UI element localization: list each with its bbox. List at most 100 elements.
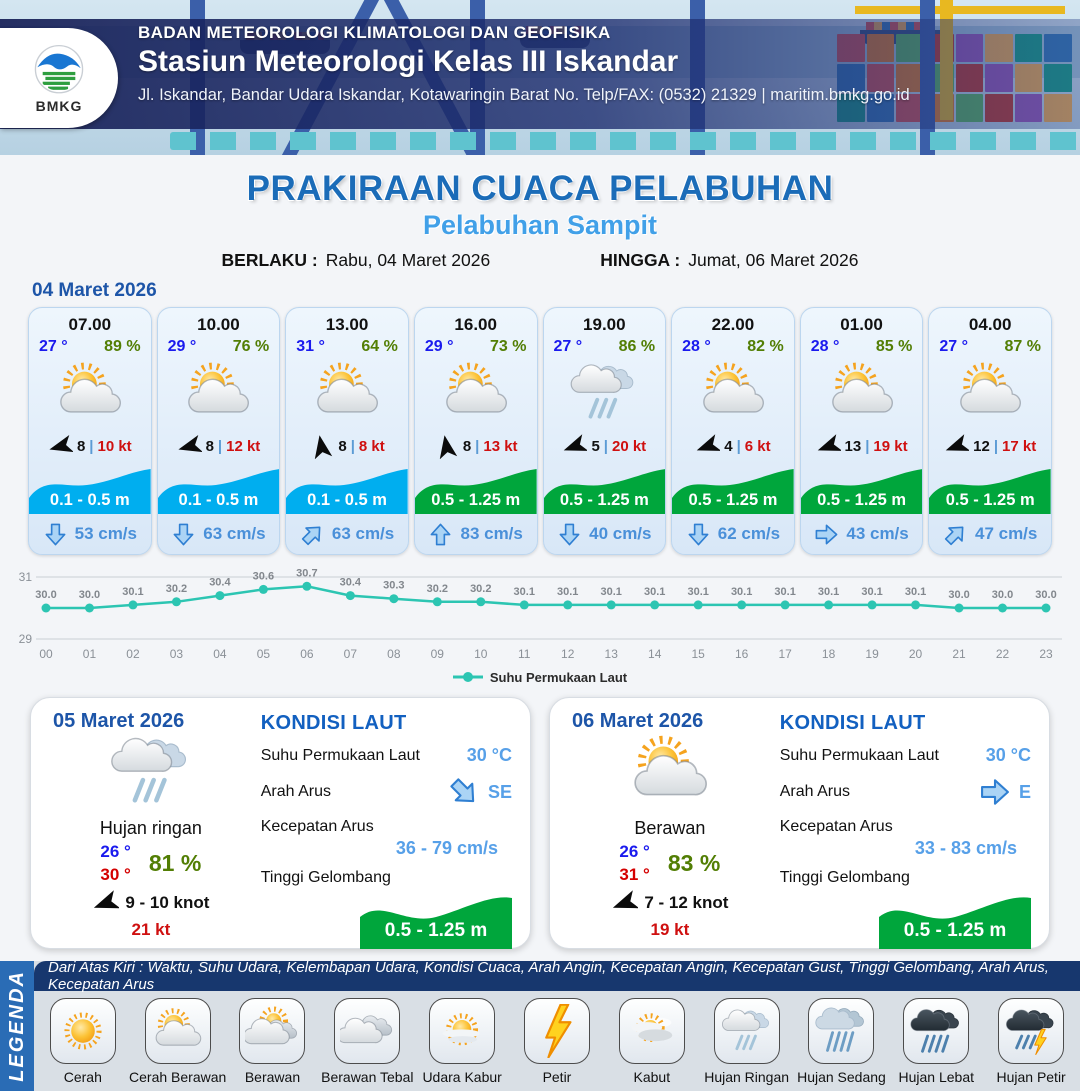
wave-height-row: Tinggi Gelombang xyxy=(261,869,512,887)
legend-item: Berawan xyxy=(226,998,318,1085)
petir-icon xyxy=(545,1004,572,1058)
sea-conditions-title: KONDISI LAUT xyxy=(260,712,407,734)
card-temp-humidity: 27 ° 86 % xyxy=(544,335,666,356)
wave-shape xyxy=(800,469,923,514)
panel-summary: 06 Maret 2026 Berawan 26 ° 31 ° 83 % 7 -… xyxy=(568,710,772,939)
panel-wind-text: 9 - 10 knot xyxy=(125,893,210,913)
panel-temp-max: 31 ° xyxy=(619,864,650,884)
current-speed-row: Kecepatan Arus xyxy=(261,818,512,836)
panel-gust: 19 kt xyxy=(650,919,690,939)
card-wind: 4 | 6 kt xyxy=(672,434,794,459)
wave-height-text: 0.5 - 1.25 m xyxy=(384,920,488,941)
wave-shape xyxy=(414,469,537,514)
legend-main: Dari Atas Kiri : Waktu, Suhu Udara, Kele… xyxy=(34,959,1080,1091)
hujan-ringan-icon xyxy=(571,364,634,419)
page-title: PRAKIRAAN CUACA PELABUHAN xyxy=(246,169,834,208)
cerah-berawan-icon xyxy=(960,362,1022,413)
legend-item-label: Hujan Ringan xyxy=(704,1069,790,1085)
card-time: 10.00 xyxy=(197,315,240,334)
wave-height-label: Tinggi Gelombang xyxy=(260,869,391,886)
sst-chart: 31 29 30.0 00 30.0 01 30.1 02 30.2 03 30… xyxy=(10,563,1070,667)
svg-text:30.0: 30.0 xyxy=(1035,589,1056,601)
sst-row: Suhu Permukaan Laut 30 °C xyxy=(780,745,1031,766)
card-time: 19.00 xyxy=(583,315,626,334)
forecast-card: 07.00 27 ° 89 % 8 | 10 kt 0.1 - 0.5 m 53 c… xyxy=(28,307,152,555)
svg-text:19: 19 xyxy=(865,647,879,661)
svg-text:15: 15 xyxy=(691,647,705,661)
bmkg-logo: BMKG xyxy=(0,28,118,128)
wave-shape xyxy=(286,469,408,514)
panel-gust: 21 kt xyxy=(131,919,171,939)
card-temp-humidity: 31 ° 64 % xyxy=(286,335,408,356)
sea-conditions: KONDISI LAUT Suhu Permukaan Laut 30 °C A… xyxy=(780,710,1031,949)
wind-separator: | xyxy=(993,438,999,455)
card-wind: 5 | 20 kt xyxy=(544,434,666,459)
svg-text:30.4: 30.4 xyxy=(340,577,362,589)
current-direction-icon xyxy=(301,526,321,545)
svg-text:30.1: 30.1 xyxy=(514,586,535,598)
current-direction-icon xyxy=(559,523,580,545)
card-current: 83 cm/s xyxy=(415,514,537,554)
wind-direction-icon xyxy=(613,890,639,909)
legend-section: LEGENDA Dari Atas Kiri : Waktu, Suhu Uda… xyxy=(0,959,1080,1091)
svg-text:30.1: 30.1 xyxy=(122,586,143,598)
svg-text:23: 23 xyxy=(1039,647,1053,661)
svg-text:17: 17 xyxy=(778,647,792,661)
wind-speed: 13 xyxy=(844,438,862,455)
wind-separator: | xyxy=(736,438,741,455)
card-time: 01.00 xyxy=(840,315,883,334)
svg-text:13: 13 xyxy=(605,647,619,661)
current-speed-label: Kecepatan Arus xyxy=(260,818,374,835)
card-current: 63 cm/s xyxy=(286,514,408,554)
svg-text:00: 00 xyxy=(39,647,53,661)
gust-speed: 17 kt xyxy=(1002,438,1037,455)
berawan-tebal-icon xyxy=(340,1015,393,1044)
legend-strip: LEGENDA xyxy=(0,961,34,1091)
current-speed-value: 36 - 79 cm/s xyxy=(395,838,498,858)
sst-value: 30 °C xyxy=(466,745,512,765)
current-direction-icon xyxy=(45,523,66,545)
wave-shape xyxy=(879,897,1031,949)
chart-legend: Suhu Permukaan Laut xyxy=(0,667,1080,687)
card-wind: 13 | 19 kt xyxy=(801,434,923,459)
wave-height-text: 0.5 - 1.25 m xyxy=(817,491,907,509)
legend-item-label: Udara Kabur xyxy=(422,1069,502,1085)
legend-icon-box xyxy=(618,998,685,1064)
current-speed-row: Kecepatan Arus xyxy=(780,818,1031,836)
wind-separator: | xyxy=(865,438,870,455)
legend-item: Hujan Petir xyxy=(985,998,1077,1085)
chart-series-label: Suhu Permukaan Laut xyxy=(489,669,628,685)
card-temp-humidity: 27 ° 89 % xyxy=(29,335,151,356)
svg-text:14: 14 xyxy=(648,647,662,661)
wave-shape xyxy=(929,469,1051,514)
forecast-card: 16.00 29 ° 73 % 8 | 13 kt 0.5 - 1.25 m 83 … xyxy=(413,307,538,555)
legend-icon-box xyxy=(523,998,590,1064)
wind-speed: 8 xyxy=(205,438,214,455)
forecast-card: 10.00 29 ° 76 % 8 | 12 kt 0.1 - 0.5 m 63 c… xyxy=(156,307,281,555)
wind-speed: 12 xyxy=(973,438,990,455)
legend-item: Cerah Berawan xyxy=(129,998,226,1085)
card-temp-humidity: 27 ° 87 % xyxy=(929,335,1051,356)
current-speed-text: 63 cm/s xyxy=(331,524,395,543)
hujan-ringan-icon xyxy=(110,737,186,803)
wind-speed: 4 xyxy=(724,438,733,455)
wind-direction-icon xyxy=(439,435,458,459)
wind-direction-icon xyxy=(49,434,73,453)
agency-name: BADAN METEOROLOGI KLIMATOLOGI DAN GEOFIS… xyxy=(138,23,611,42)
wind-separator: | xyxy=(603,438,608,455)
svg-text:30.0: 30.0 xyxy=(992,589,1013,601)
cerah-icon xyxy=(64,1012,102,1050)
legend-item: Petir xyxy=(511,998,603,1085)
panel-date: 06 Maret 2026 xyxy=(572,710,704,732)
card-temp-humidity: 29 ° 76 % xyxy=(158,335,280,356)
valid-from: BERLAKU : Rabu, 04 Maret 2026 xyxy=(222,250,491,271)
header-overlay xyxy=(0,19,1080,129)
forecast-card: 01.00 28 ° 85 % 13 | 19 kt 0.5 - 1.25 m 43… xyxy=(799,307,924,555)
card-wind: 12 | 17 kt xyxy=(929,434,1051,459)
valid-until-label: HINGGA : xyxy=(600,250,681,270)
day-panel: 05 Maret 2026 Hujan ringan 26 ° 30 ° 81 … xyxy=(30,697,531,949)
wave-shape xyxy=(543,469,666,514)
forecast-card: 22.00 28 ° 82 % 4 | 6 kt 0.5 - 1.25 m 62 c… xyxy=(671,307,795,555)
legend-item-label: Hujan Sedang xyxy=(797,1069,886,1085)
header: BMKG BADAN METEOROLOGI KLIMATOLOGI DAN G… xyxy=(0,0,1080,155)
